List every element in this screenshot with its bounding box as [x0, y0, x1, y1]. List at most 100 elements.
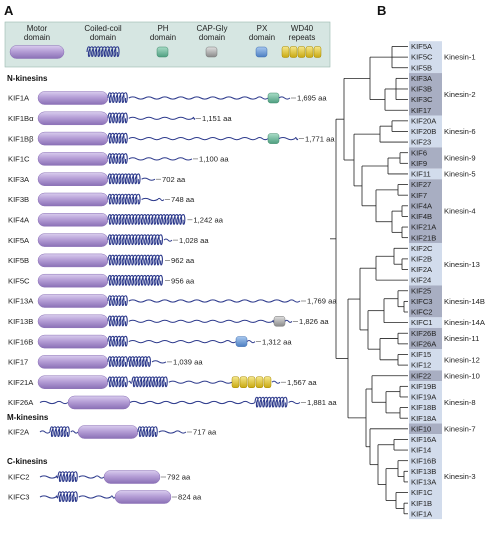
protein-name: KIF1C	[8, 155, 30, 164]
linker-region	[39, 400, 69, 405]
linker-region	[158, 430, 187, 434]
protein-length: 1,826 aa	[299, 317, 329, 326]
coiled-coil-domain	[107, 274, 163, 286]
motor-domain	[37, 314, 109, 329]
protein-row: KIF16B 1,312 aa	[8, 334, 292, 349]
wd40-repeat	[297, 46, 306, 58]
tree-leaf-label: KIF4B	[411, 212, 432, 221]
tree-leaf-label: KIF4A	[411, 201, 433, 210]
tree-leaf-label: KIFC3	[411, 297, 433, 306]
wd40-repeat	[239, 376, 248, 388]
px-domain	[235, 336, 248, 347]
legend-label: Motor	[27, 24, 48, 33]
protein-row: KIF1C 1,100 aa	[8, 152, 229, 166]
family-label: Kinesin-2	[444, 90, 476, 99]
linker-region	[271, 380, 281, 384]
protein-length: 1,242 aa	[193, 216, 223, 225]
coiled-coil-domain	[49, 426, 70, 438]
tree-leaf-label: KIF19B	[411, 382, 436, 391]
clade-highlight	[409, 381, 442, 424]
linker-region	[151, 360, 167, 364]
coiled-coil-domain	[107, 92, 128, 104]
legend-label: Coiled-coil	[84, 24, 122, 33]
wd40-repeat	[231, 376, 240, 388]
linker-region	[141, 197, 165, 202]
motor-domain	[37, 91, 109, 105]
protein-length: 824 aa	[178, 493, 202, 502]
tree-leaf-label: KIF6	[411, 148, 427, 157]
protein-length: 717 aa	[193, 428, 217, 437]
section-title: C-kinesins	[7, 457, 48, 466]
protein-length: 1,312 aa	[262, 337, 292, 346]
legend-label: domain	[24, 33, 50, 42]
protein-name: KIF3A	[8, 175, 30, 184]
protein-name: KIF21A	[8, 378, 34, 387]
linker-region	[39, 495, 59, 499]
clade-highlight	[409, 147, 442, 169]
wd40-repeat	[289, 46, 298, 58]
legend-label: repeats	[289, 33, 316, 42]
clade-highlight	[409, 349, 442, 371]
protein-name: KIF1A	[8, 94, 30, 103]
protein-length: 1,567 aa	[287, 378, 317, 387]
clade-highlight	[409, 179, 442, 243]
domain-legend: MotordomainCoiled-coildomainPHdomainCAP-…	[9, 24, 322, 59]
linker-region	[278, 96, 291, 100]
linker-region	[129, 400, 256, 405]
family-label: Kinesin-14B	[444, 297, 485, 306]
linker-region	[278, 137, 299, 141]
clade-highlight	[409, 317, 442, 328]
protein-row: KIF21A 1,567 aa	[8, 375, 317, 389]
tree-leaf-label: KIF16A	[411, 435, 437, 444]
protein-row: KIF3A 702 aa	[8, 172, 186, 186]
coiled-coil-domain	[57, 491, 78, 503]
family-label: Kinesin-12	[444, 355, 480, 364]
tree-leaf-label: KIF17	[411, 106, 431, 115]
linker-region	[288, 400, 301, 405]
family-label: Kinesin-6	[444, 127, 476, 136]
family-label: Kinesin-10	[444, 371, 480, 380]
linker-region	[284, 319, 293, 323]
protein-row: KIF13A 1,769 aa	[8, 294, 337, 308]
tree-leaf-label: KIF20B	[411, 127, 436, 136]
protein-row: KIF13B 1,826 aa	[8, 314, 329, 329]
clade-highlight	[409, 168, 442, 180]
wd40-repeat	[263, 376, 272, 388]
tree-leaf-label: KIF26B	[411, 329, 436, 338]
linker-region	[128, 319, 275, 323]
family-label: Kinesin-8	[444, 398, 476, 407]
coiled-coil-domain	[107, 234, 163, 246]
linker-region	[128, 137, 269, 141]
tree-leaf-label: KIF21A	[411, 223, 437, 232]
tree-leaf-label: KIF19A	[411, 393, 437, 402]
family-label: Kinesin-9	[444, 154, 476, 163]
motor-domain	[37, 375, 109, 389]
coiled-coil-domain	[86, 46, 120, 58]
protein-row: KIFC3 824 aa	[8, 490, 202, 504]
tree-leaf-label: KIF7	[411, 191, 427, 200]
protein-length: 1,769 aa	[307, 297, 337, 306]
motor-domain	[77, 425, 139, 439]
linker-region	[128, 380, 133, 384]
protein-row: KIF5B 962 aa	[8, 253, 195, 268]
tree-leaf-label: KIF21B	[411, 233, 436, 242]
protein-length: 1,881 aa	[307, 398, 337, 407]
clade-highlight	[409, 115, 442, 148]
motor-domain	[37, 213, 109, 227]
protein-name: KIF1Bα	[8, 114, 34, 123]
tree-leaf-label: KIF13A	[411, 478, 437, 487]
tree-leaf-label: KIF20A	[411, 116, 437, 125]
tree-leaf-label: KIF5C	[411, 53, 433, 62]
protein-name: KIF2A	[8, 428, 30, 437]
protein-name: KIF26A	[8, 398, 34, 407]
wd40-repeat	[313, 46, 322, 58]
coiled-coil-domain	[107, 193, 141, 205]
section-title: N-kinesins	[7, 74, 48, 83]
protein-length: 1,695 aa	[297, 94, 327, 103]
wd40-repeat	[281, 46, 290, 58]
protein-name: KIF1Bβ	[8, 134, 34, 143]
protein-length: 702 aa	[162, 175, 186, 184]
linker-region	[39, 475, 59, 479]
protein-row: KIF1A 1,695 aa	[8, 91, 327, 105]
protein-length: 1,151 aa	[202, 114, 232, 123]
